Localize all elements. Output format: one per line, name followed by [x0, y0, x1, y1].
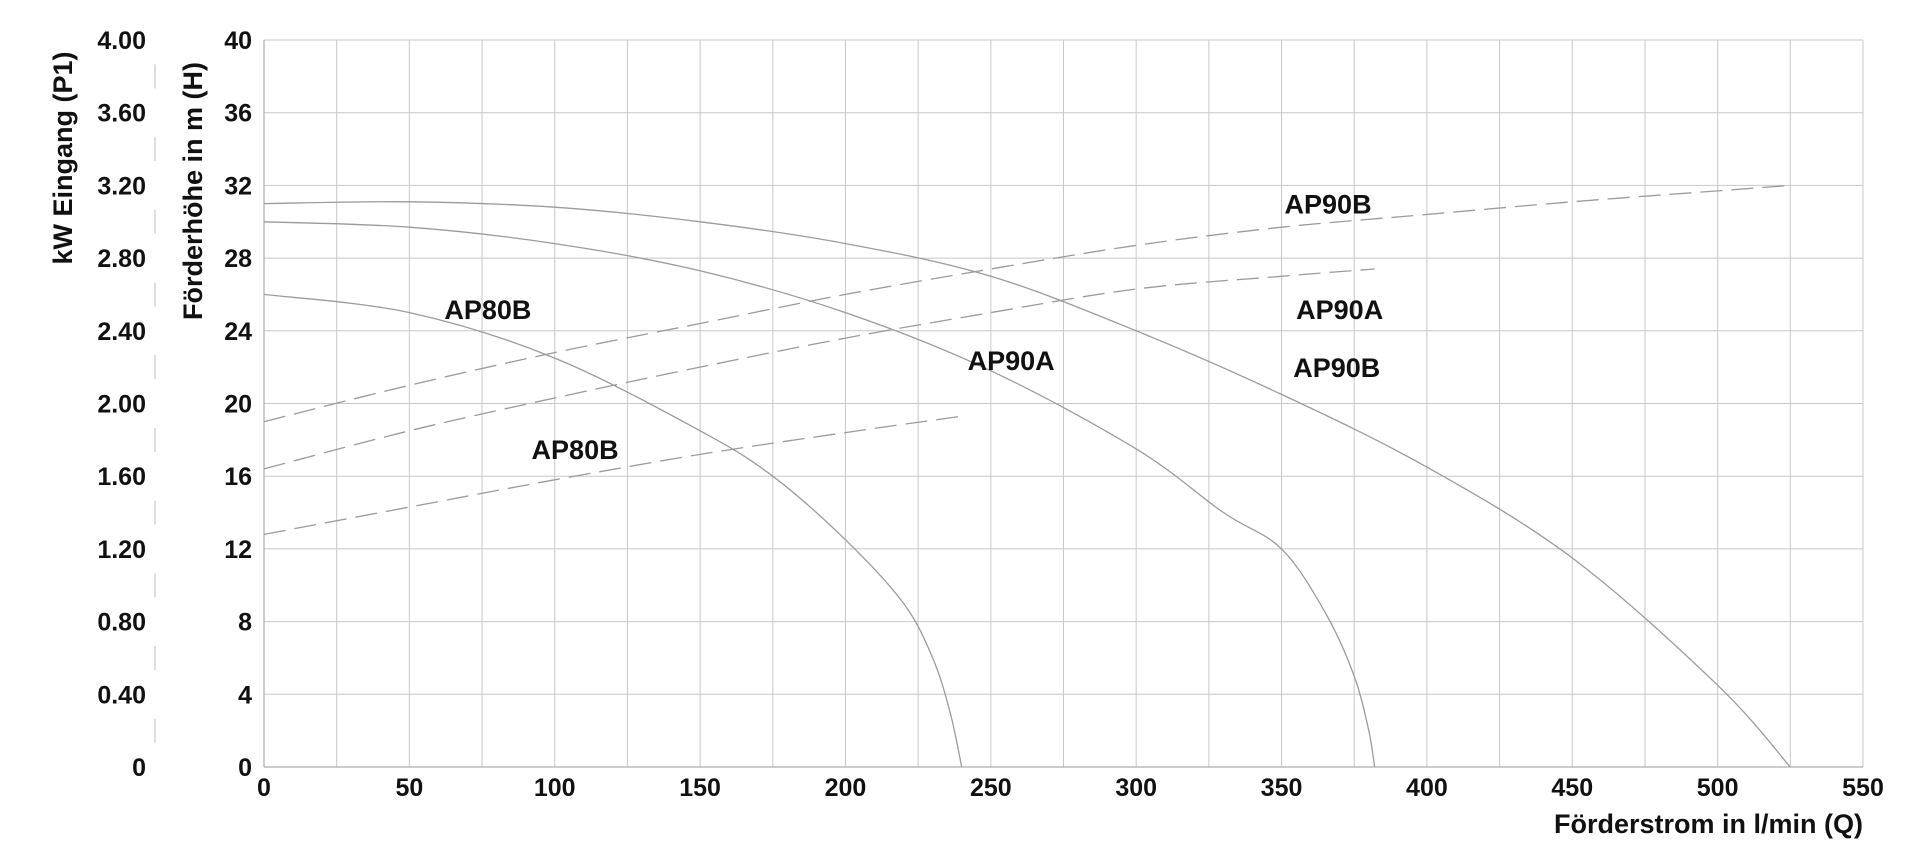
y-tick-label-power: 2.40	[97, 318, 146, 346]
series-lines	[263, 184, 1791, 768]
grid	[263, 39, 1864, 768]
x-tick-label: 250	[970, 774, 1012, 802]
y-tick-label-power: 2.80	[97, 245, 146, 273]
curve-labels: AP80B AP80B AP90A AP90A AP90B AP90B	[444, 190, 1383, 465]
curve-label-ap90b: AP90B	[1285, 190, 1372, 220]
y-tick-label-power: 0.40	[97, 681, 146, 709]
y-tick-label-head: 4	[238, 681, 252, 709]
y-axis-title-power: kW Eingang (P1)	[48, 51, 78, 264]
series-line-ap90a-power	[263, 268, 1375, 470]
series-line-ap80b-head	[263, 293, 963, 768]
curve-label-ap90a: AP90A	[1296, 295, 1383, 325]
y-tick-label-power: 2.00	[97, 391, 146, 419]
x-tick-label: 0	[257, 774, 271, 802]
y-tick-label-power: 3.20	[97, 172, 146, 200]
x-tick-label: 350	[1261, 774, 1303, 802]
y-tick-label-head: 40	[224, 27, 252, 55]
x-tick-label: 400	[1406, 774, 1448, 802]
x-tick-label: 100	[534, 774, 576, 802]
x-tick-label: 200	[825, 774, 867, 802]
x-tick-label: 550	[1842, 774, 1884, 802]
y-tick-label-head: 12	[224, 536, 252, 564]
y-tick-label-head: 28	[224, 245, 252, 273]
x-tick-label: 300	[1115, 774, 1157, 802]
series-line-ap90b-power	[263, 184, 1791, 423]
y-tick-label-head: 32	[224, 172, 252, 200]
y-tick-label-power: 3.60	[97, 100, 146, 128]
y-tick-label-head: 0	[238, 754, 252, 782]
y-axis-title-head: Förderhöhe in m (H)	[178, 62, 208, 320]
y-tick-label-power: 1.20	[97, 536, 146, 564]
x-tick-label: 500	[1697, 774, 1739, 802]
y-tick-label-head: 16	[224, 463, 252, 491]
tick-labels: 0 50 100 150 200 250 300 350 400 450 500 5500481216…	[97, 27, 1884, 802]
y-tick-label-power: 4.00	[97, 27, 146, 55]
x-tick-label: 150	[679, 774, 721, 802]
curve-label-ap80b: AP80B	[444, 295, 531, 325]
y-tick-label-power: 1.60	[97, 463, 146, 491]
series-line-ap90b-head	[263, 201, 1791, 768]
curve-label-ap90a: AP90A	[968, 346, 1055, 376]
x-axis-title: Förderstrom in l/min (Q)	[1554, 809, 1863, 839]
series-line-ap90a-head	[263, 221, 1376, 768]
y-tick-label-head: 8	[238, 609, 252, 637]
y-tick-label-power: 0.80	[97, 609, 146, 637]
y-tick-label-head: 24	[224, 318, 252, 346]
y-tick-label-head: 36	[224, 100, 252, 128]
curve-label-ap80b: AP80B	[532, 435, 619, 465]
curve-label-ap90b: AP90B	[1293, 353, 1380, 383]
x-tick-label: 50	[395, 774, 423, 802]
y-tick-label-power: 0	[132, 754, 146, 782]
x-tick-label: 450	[1551, 774, 1593, 802]
series-line-ap80b-power	[263, 415, 962, 536]
y-tick-label-head: 20	[224, 391, 252, 419]
